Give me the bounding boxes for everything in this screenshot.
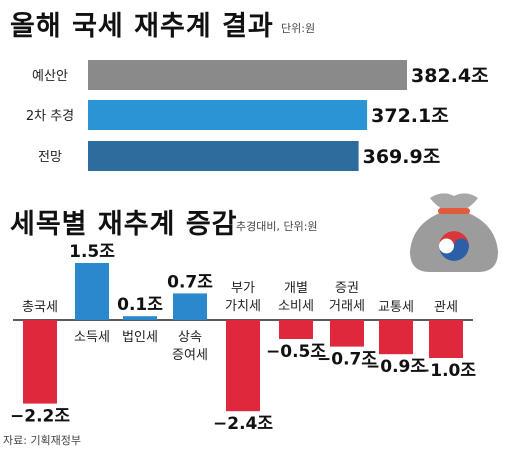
category-label-line: 교통세	[378, 300, 414, 315]
bar	[88, 100, 368, 130]
bar	[429, 320, 463, 358]
category-label-line: 거래세	[329, 299, 365, 314]
category-label: 총국세	[22, 300, 58, 315]
value-label: 1.5조	[69, 242, 115, 262]
bar	[23, 320, 57, 404]
bar	[88, 60, 407, 90]
bar	[75, 263, 109, 320]
category-label: 예산안	[32, 69, 68, 84]
category-label-line: 개별	[284, 281, 308, 296]
category-label: 전망	[38, 150, 62, 165]
value-label: −0.7조	[317, 350, 377, 370]
bar	[123, 316, 157, 320]
category-label-line: 소비세	[278, 299, 314, 314]
bar	[379, 320, 413, 355]
category-label: 관세	[434, 300, 458, 315]
bar	[279, 320, 313, 339]
value-label: 382.4조	[411, 65, 489, 87]
category-label-line: 가치세	[225, 299, 261, 314]
value-label: 372.1조	[371, 105, 449, 127]
category-label-line: 부가	[231, 281, 255, 296]
category-label-line: 총국세	[22, 300, 58, 315]
bar	[173, 293, 207, 320]
value-label: −1.0조	[416, 361, 476, 381]
category-label: 교통세	[378, 300, 414, 315]
category-label-line: 소득세	[74, 330, 110, 345]
value-label: −0.9조	[366, 357, 426, 377]
category-label-line: 상속	[178, 330, 202, 345]
value-label: 0.1조	[117, 295, 163, 315]
value-label: 0.7조	[167, 272, 213, 292]
chart-title-revenue: 올해 국세 재추계 결과	[10, 11, 274, 42]
category-label-line: 법인세	[122, 330, 158, 345]
category-label-line: 증여세	[172, 348, 208, 363]
bar	[88, 141, 359, 171]
value-label: −2.2조	[10, 407, 70, 427]
category-label: 법인세	[122, 330, 158, 345]
value-label: −0.5조	[266, 342, 326, 362]
bar	[330, 320, 364, 347]
value-label: −2.4조	[213, 414, 273, 434]
category-label: 소득세	[74, 330, 110, 345]
category-label-line: 관세	[434, 300, 458, 315]
value-label: 369.9조	[363, 146, 441, 168]
money-bag-icon	[410, 193, 498, 272]
unit-note-revenue: 단위:원	[281, 22, 316, 35]
unit-note-change: 추경대비, 단위:원	[236, 220, 318, 233]
category-label-line: 증권	[335, 281, 359, 296]
source-note: 자료: 기획재정부	[3, 434, 82, 447]
category-label: 2차 추경	[26, 109, 74, 124]
chart-title-change: 세목별 재추계 증감	[10, 209, 238, 240]
bar	[226, 320, 260, 412]
